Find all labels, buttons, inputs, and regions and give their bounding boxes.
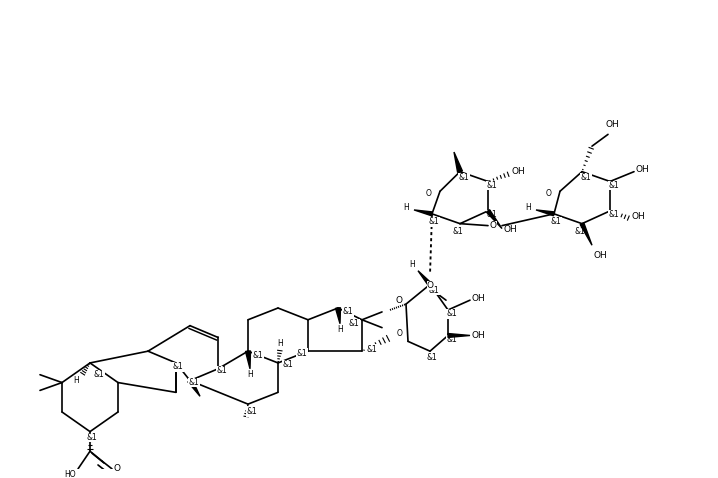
Text: &1: &1 [581, 173, 592, 182]
Text: H: H [409, 261, 415, 269]
Text: O: O [426, 281, 434, 290]
Text: &1: &1 [297, 348, 307, 358]
Polygon shape [486, 210, 502, 228]
Text: OH: OH [504, 226, 518, 234]
Text: &1: &1 [94, 370, 105, 379]
Polygon shape [454, 152, 462, 173]
Text: &1: &1 [452, 227, 463, 236]
Text: &1: &1 [574, 227, 585, 236]
Text: &1: &1 [447, 335, 457, 344]
Polygon shape [580, 223, 592, 245]
Text: OH: OH [636, 165, 650, 174]
Text: &1: &1 [367, 345, 378, 354]
Text: OH: OH [512, 167, 526, 176]
Text: OH: OH [472, 331, 486, 340]
Polygon shape [418, 271, 432, 286]
Text: O: O [114, 465, 121, 473]
Text: H: H [525, 204, 531, 212]
Polygon shape [188, 380, 200, 396]
Text: &1: &1 [551, 217, 561, 226]
Text: &1: &1 [447, 309, 457, 318]
Text: O: O [397, 329, 403, 338]
Text: O: O [395, 296, 402, 304]
Text: &1: &1 [172, 362, 183, 371]
Text: &1: &1 [429, 217, 439, 226]
Polygon shape [448, 334, 470, 337]
Text: OH: OH [632, 212, 645, 221]
Text: &1: &1 [609, 210, 620, 219]
Text: HO: HO [64, 470, 76, 478]
Text: H: H [247, 370, 253, 379]
Text: O: O [546, 189, 552, 198]
Text: &1: &1 [342, 307, 353, 316]
Polygon shape [414, 210, 432, 216]
Polygon shape [246, 351, 251, 369]
Text: &1: &1 [349, 319, 360, 328]
Text: &1: &1 [87, 433, 98, 442]
Text: &1: &1 [283, 360, 294, 369]
Polygon shape [536, 210, 554, 216]
Text: &1: &1 [487, 210, 498, 219]
Text: &1: &1 [429, 286, 439, 295]
Text: &1: &1 [459, 173, 470, 182]
Text: O: O [426, 189, 432, 198]
Text: &1: &1 [253, 350, 264, 359]
Text: &1: &1 [217, 366, 228, 375]
Text: OH: OH [472, 293, 486, 303]
Text: &1: &1 [609, 181, 620, 190]
Text: H: H [337, 325, 343, 334]
Text: &1: &1 [246, 407, 257, 416]
Text: H: H [277, 339, 283, 348]
Text: OH: OH [594, 251, 607, 260]
Text: H: H [403, 204, 409, 212]
Text: &1: &1 [487, 181, 498, 190]
Text: &1: &1 [426, 353, 437, 361]
Text: &1: &1 [189, 378, 200, 387]
Text: OH: OH [606, 120, 620, 129]
Text: O: O [490, 221, 497, 230]
Text: H: H [73, 376, 79, 385]
Polygon shape [335, 308, 340, 324]
